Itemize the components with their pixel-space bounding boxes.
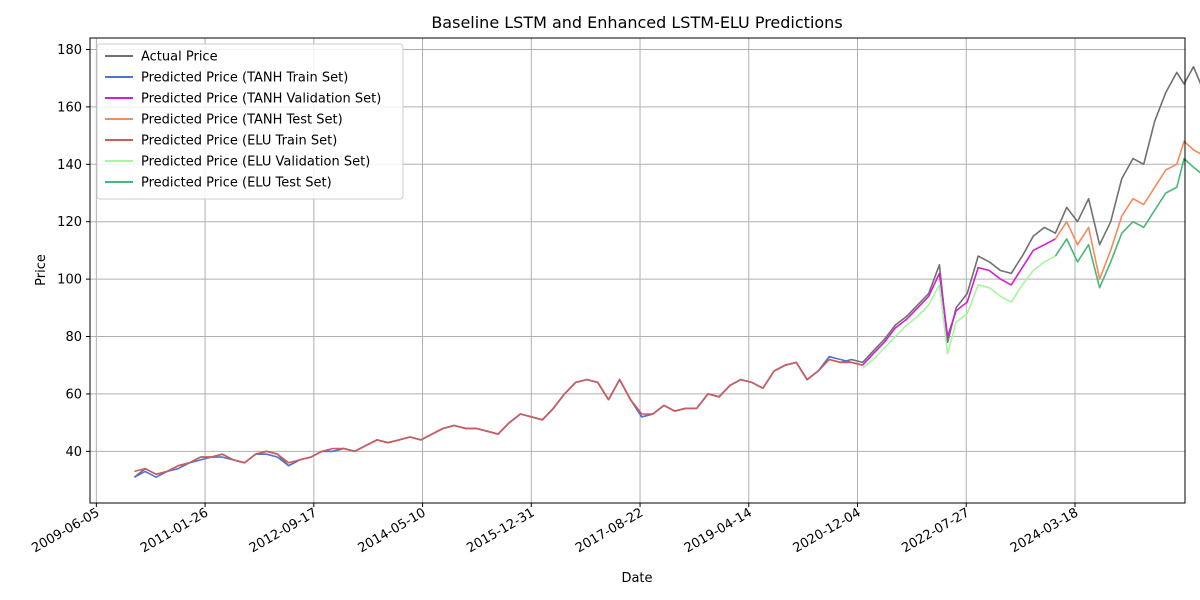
x-tick-label: 2014-05-10 — [356, 505, 429, 556]
x-tick-label: 2012-09-17 — [247, 505, 320, 556]
series-line-predicted-price-elu-train-set — [134, 358, 863, 476]
legend-box — [96, 43, 404, 200]
series-layer — [133, 65, 1200, 479]
series-line-predicted-price-tanh-test-set — [1054, 140, 1200, 280]
x-axis-ticks: 2009-06-05 2011-01-26 2012-09-17 2014-05-10… — [29, 503, 1081, 556]
legend-label: Predicted Price (ELU Train Set) — [141, 134, 337, 149]
y-tick-label: 100 — [57, 273, 82, 288]
legend-label: Predicted Price (TANH Test Set) — [141, 113, 343, 128]
legend-label: Actual Price — [141, 50, 218, 65]
y-tick-label: 40 — [65, 445, 82, 460]
legend: Actual Price Predicted Price (TANH Train … — [96, 43, 404, 200]
x-tick-label: 2009-06-05 — [29, 505, 102, 556]
series-line-predicted-price-elu-test-set — [1054, 157, 1200, 289]
y-tick-label: 60 — [65, 387, 82, 402]
legend-label: Predicted Price (TANH Train Set) — [141, 71, 348, 86]
x-tick-label: 2011-01-26 — [138, 505, 211, 556]
legend-label: Predicted Price (TANH Validation Set) — [141, 92, 381, 107]
y-axis-label: Price — [34, 254, 49, 286]
y-tick-label: 160 — [57, 100, 82, 115]
legend-label: Predicted Price (ELU Test Set) — [141, 176, 332, 191]
x-tick-label: 2022-07-27 — [899, 505, 972, 556]
x-tick-label: 2024-03-18 — [1008, 505, 1081, 556]
y-tick-label: 140 — [57, 158, 82, 173]
y-tick-label: 120 — [57, 215, 82, 230]
x-tick-label: 2019-04-14 — [682, 505, 755, 556]
x-tick-label: 2017-08-22 — [573, 505, 646, 556]
legend-label: Predicted Price (ELU Validation Set) — [141, 155, 370, 170]
x-axis-label: Date — [621, 571, 652, 586]
x-tick-label: 2015-12-31 — [464, 505, 537, 556]
series-line-predicted-price-tanh-validation-set — [862, 238, 1056, 366]
plot-frame — [89, 37, 1186, 504]
x-tick-label: 2020-12-04 — [791, 505, 864, 556]
y-axis-ticks: 40 60 80 100 120 140 160 180 — [57, 43, 90, 460]
y-tick-label: 80 — [65, 330, 82, 345]
y-tick-label: 180 — [57, 43, 82, 58]
series-line-predicted-price-elu-validation-set — [862, 255, 1056, 369]
chart-title: Baseline LSTM and Enhanced LSTM-ELU Pred… — [431, 13, 842, 32]
